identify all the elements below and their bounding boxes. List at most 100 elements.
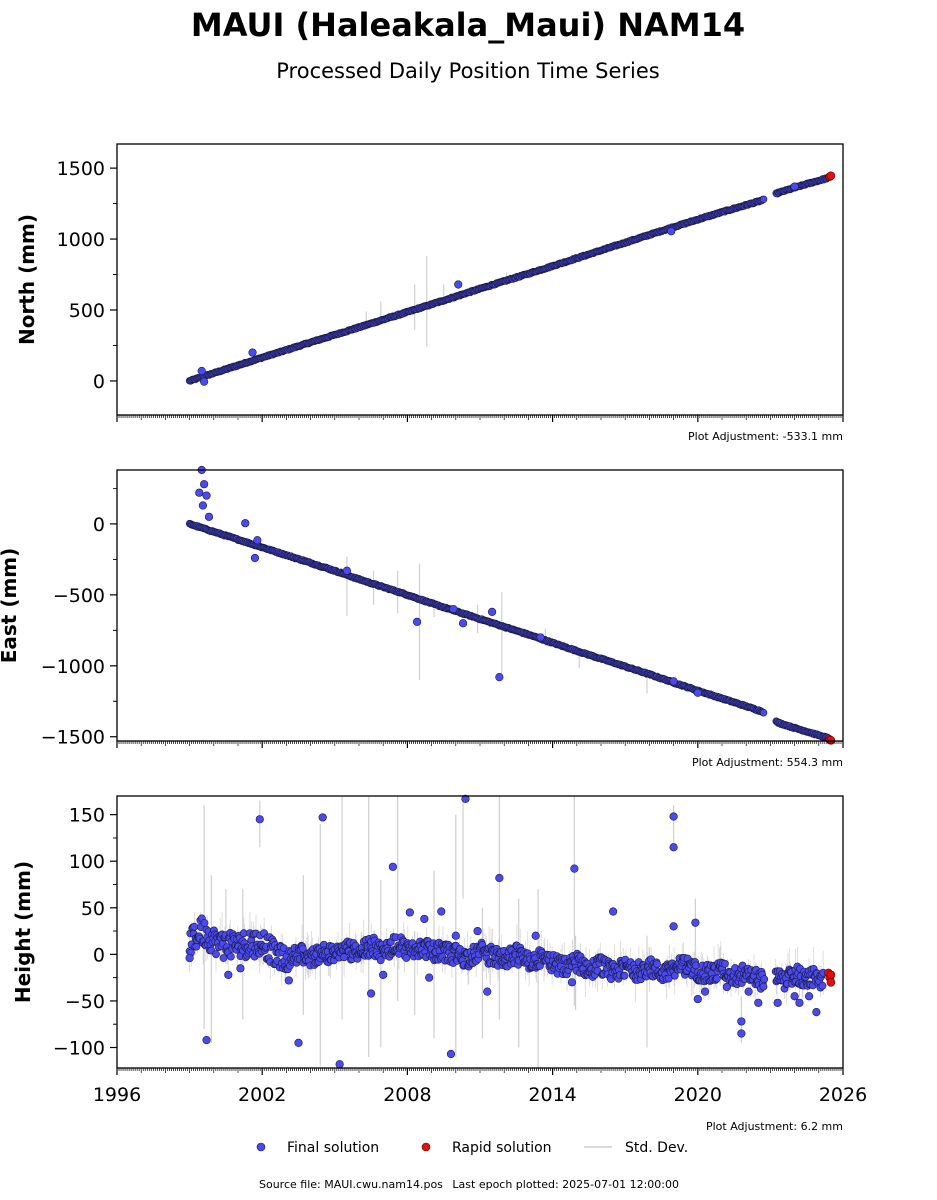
final-solution-points xyxy=(185,465,833,742)
x-tick-label: 2002 xyxy=(238,1084,286,1106)
x-axis-ticks xyxy=(116,741,844,748)
legend-final-label: Final solution xyxy=(287,1140,379,1156)
y-tick-label: −1000 xyxy=(41,656,105,678)
legend-stddev-label: Std. Dev. xyxy=(625,1140,688,1156)
final-point xyxy=(536,962,544,970)
y-tick-label: 0 xyxy=(93,371,105,393)
final-point xyxy=(190,922,199,931)
final-outlier-point xyxy=(200,480,209,489)
y-tick-label: −100 xyxy=(53,1038,105,1060)
final-outlier-point xyxy=(812,1008,821,1017)
panel-2: −1500 −1000 −500 0 East (mm) Plot Adjustment:… xyxy=(0,465,844,769)
final-point xyxy=(759,195,768,204)
final-outlier-point xyxy=(195,488,204,497)
plot-adjustment-label: Plot Adjustment: 6.2 mm xyxy=(706,1120,843,1133)
final-outlier-point xyxy=(461,794,470,803)
final-solution-points xyxy=(185,794,828,1069)
final-point xyxy=(298,944,307,953)
y-tick-label: −50 xyxy=(65,991,105,1013)
legend-rapid-marker xyxy=(421,1142,431,1152)
final-outlier-point xyxy=(667,227,676,236)
final-outlier-point xyxy=(202,491,211,500)
final-outlier-point xyxy=(737,1029,746,1038)
final-outlier-point xyxy=(388,862,397,871)
panel-1: 0 500 1000 1500 North (mm) Plot Adjustment: -… xyxy=(15,143,844,443)
final-outlier-point xyxy=(284,976,293,985)
final-outlier-point xyxy=(693,688,702,697)
rapid-point xyxy=(826,978,836,987)
final-point xyxy=(670,971,679,980)
y-axis-ticks: −100 −50 0 50 100 150 xyxy=(53,805,117,1060)
final-outlier-point xyxy=(379,970,388,979)
final-outlier-point xyxy=(367,989,376,998)
final-outlier-point xyxy=(790,992,799,1001)
final-point xyxy=(226,952,235,961)
final-outlier-point xyxy=(202,1035,211,1045)
final-point xyxy=(402,954,411,962)
final-outlier-point xyxy=(420,914,429,924)
final-outlier-point xyxy=(425,973,434,982)
y-tick-label: 1000 xyxy=(57,229,105,251)
final-outlier-point xyxy=(185,953,194,963)
rapid-point xyxy=(826,970,836,980)
final-outlier-point xyxy=(495,673,504,682)
y-tick-label: 150 xyxy=(69,805,105,827)
final-outlier-point xyxy=(458,619,468,628)
figure-subtitle: Processed Daily Position Time Series xyxy=(276,59,660,83)
footer-last-epoch: Last epoch plotted: 2025-07-01 12:00:00 xyxy=(452,1178,679,1191)
final-point xyxy=(721,959,729,968)
final-outlier-point xyxy=(669,843,678,852)
final-outlier-point xyxy=(335,1060,344,1069)
final-outlier-point xyxy=(412,617,422,626)
final-outlier-point xyxy=(318,813,327,822)
final-outlier-point xyxy=(805,992,814,1001)
rapid-point xyxy=(826,171,836,181)
final-outlier-point xyxy=(570,864,579,873)
final-outlier-point xyxy=(241,519,250,528)
y-tick-label: 50 xyxy=(81,898,105,920)
final-outlier-point xyxy=(255,815,264,824)
final-outlier-point xyxy=(483,987,492,996)
final-point xyxy=(818,981,827,990)
final-outlier-point xyxy=(691,918,700,927)
final-outlier-point xyxy=(722,982,731,992)
y-axis-label: North (mm) xyxy=(15,214,39,345)
final-point xyxy=(712,974,721,983)
final-outlier-point xyxy=(451,931,460,940)
final-outlier-point xyxy=(700,987,710,996)
final-point xyxy=(219,954,228,962)
y-axis-ticks: 0 500 1000 1500 xyxy=(57,158,117,393)
legend-final-marker xyxy=(256,1142,266,1152)
legend-rapid-label: Rapid solution xyxy=(452,1140,552,1156)
final-point xyxy=(212,950,220,959)
final-outlier-point xyxy=(531,931,540,940)
x-tick-label: 2020 xyxy=(674,1084,722,1106)
final-outlier-point xyxy=(454,280,463,289)
final-outlier-point xyxy=(200,377,209,386)
x-tick-label: 2014 xyxy=(528,1084,576,1106)
y-tick-label: 0 xyxy=(93,514,105,536)
final-point xyxy=(200,919,209,927)
final-point xyxy=(760,975,769,984)
final-point xyxy=(192,942,201,951)
y-tick-label: 0 xyxy=(93,944,105,966)
final-outlier-point xyxy=(744,987,753,996)
final-outlier-point xyxy=(437,907,446,916)
x-axis-ticks: 1996 2002 2008 2014 2020 2026 xyxy=(93,1068,867,1106)
plot-adjustment-label: Plot Adjustment: -533.1 mm xyxy=(688,430,843,443)
final-outlier-point xyxy=(253,536,262,545)
plot-frame xyxy=(116,143,844,416)
final-outlier-point xyxy=(204,512,214,521)
final-outlier-point xyxy=(693,994,702,1004)
footer-text: Source file: MAUI.cwu.nam14.pos Last epo… xyxy=(259,1178,679,1191)
final-outlier-point xyxy=(754,998,763,1007)
stddev-bars xyxy=(189,796,824,1068)
final-outlier-point xyxy=(536,633,545,642)
final-outlier-point xyxy=(608,907,618,916)
rapid-solution-points xyxy=(825,171,836,181)
final-outlier-point xyxy=(294,1038,303,1047)
y-tick-label: −500 xyxy=(53,585,105,607)
final-point xyxy=(620,971,629,980)
figure-title: MAUI (Haleakala_Maui) NAM14 xyxy=(191,6,745,44)
